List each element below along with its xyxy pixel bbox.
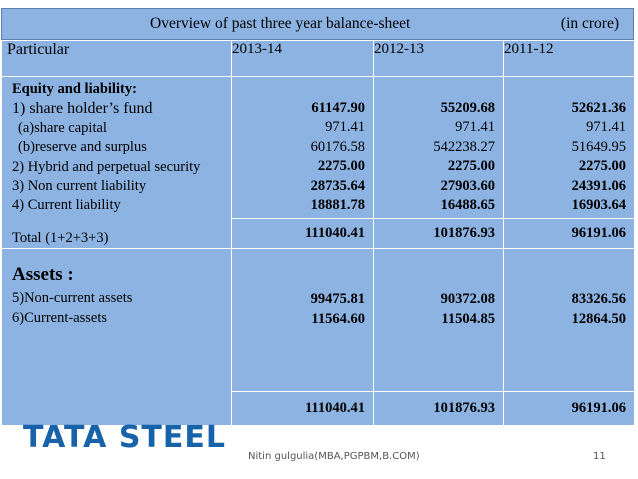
assets-label-non-current: 5)Non-current assets — [12, 290, 133, 307]
assets-labels-cell: Assets : 5)Non-current assets 6)Current-… — [1, 248, 232, 427]
column-header-2012-13: 2012-13 — [373, 40, 504, 77]
value-shareholders-fund: 61147.90 — [311, 100, 365, 116]
balance-sheet-table: Particular 2013-14 2012-13 2011-12 Equit… — [1, 40, 635, 427]
author-credit: Nitin gulgulia(MBA,PGPBM,B.COM) — [248, 451, 420, 462]
assets-label-current: 6)Current-assets — [12, 309, 108, 326]
header-row: Particular 2013-14 2012-13 2011-12 — [1, 40, 635, 77]
value-reserve-surplus: 542238.27 — [433, 138, 495, 155]
value-non-current-assets: 83326.56 — [571, 291, 626, 308]
assets-values-2013-14: 99475.81 11564.60 — [231, 248, 374, 393]
equity-values-2012-13: 55209.68 971.41 542238.27 2275.00 27903.… — [373, 76, 504, 219]
value-reserve-surplus: 60176.58 — [310, 138, 365, 155]
column-header-particular: Particular — [1, 40, 232, 77]
equity-label-share-capital: (a)share capital — [18, 119, 107, 136]
equity-label-hybrid-security: 2) Hybrid and perpetual security — [12, 158, 201, 175]
value-hybrid-security: 2275.00 — [447, 158, 495, 175]
equity-row: Equity and liability: 1) share holder’s … — [1, 75, 635, 250]
equity-values-2013-14: 61147.90 971.41 60176.58 2275.00 28735.6… — [231, 76, 374, 219]
value-share-capital: 971.41 — [586, 119, 626, 136]
assets-total-2011-12: 96191.06 — [503, 391, 635, 427]
assets-values-2012-13: 90372.08 11504.85 — [373, 248, 504, 393]
value-non-current-liability: 24391.06 — [571, 177, 626, 194]
value-hybrid-security: 2275.00 — [317, 158, 365, 175]
value-current-assets: 11504.85 — [441, 310, 495, 327]
page-number: 11 — [593, 451, 606, 462]
assets-total-row: 111040.41 101876.93 96191.06 — [2, 391, 635, 427]
equity-labels-cell: Equity and liability: 1) share holder’s … — [1, 75, 232, 250]
equity-label-non-current-liability: 3) Non current liability — [12, 178, 147, 195]
value-current-liability: 18881.78 — [310, 197, 365, 214]
equity-label-current-liability: 4) Current liability — [12, 197, 121, 214]
equity-total-2012-13: 101876.93 — [373, 217, 504, 250]
value-current-liability: 16903.64 — [571, 197, 626, 214]
assets-row: Assets : 5)Non-current assets 6)Current-… — [1, 248, 635, 427]
value-non-current-assets: 90372.08 — [440, 291, 495, 308]
tata-steel-logo: TATA STEEL — [23, 420, 226, 455]
assets-heading: Assets : — [12, 264, 74, 286]
value-non-current-liability: 28735.64 — [310, 177, 365, 194]
assets-values-2011-12: 83326.56 12864.50 — [503, 248, 635, 393]
value-current-liability: 16488.65 — [440, 197, 495, 214]
equity-label-reserve-surplus: (b)reserve and surplus — [18, 139, 147, 156]
value-shareholders-fund: 52621.36 — [571, 100, 626, 116]
equity-label-shareholders-fund: 1) share holder’s fund — [12, 100, 153, 118]
assets-total-2013-14: 111040.41 — [231, 391, 374, 427]
value-shareholders-fund: 55209.68 — [440, 100, 495, 116]
value-non-current-liability: 27903.60 — [440, 177, 495, 194]
column-header-2013-14: 2013-14 — [231, 40, 374, 77]
value-share-capital: 971.41 — [325, 119, 365, 136]
equity-total-2013-14: 111040.41 — [231, 217, 374, 250]
equity-total-label: Total (1+2+3+3) — [12, 229, 109, 246]
title-bar: Overview of past three year balance-shee… — [1, 8, 634, 40]
value-hybrid-security: 2275.00 — [578, 158, 626, 175]
value-non-current-assets: 99475.81 — [310, 291, 365, 308]
unit-label: (in crore) — [560, 15, 619, 32]
value-share-capital: 971.41 — [455, 119, 495, 136]
column-header-2011-12: 2011-12 — [503, 40, 635, 77]
value-current-assets: 11564.60 — [311, 310, 365, 327]
value-reserve-surplus: 51649.95 — [571, 138, 626, 155]
value-current-assets: 12864.50 — [571, 310, 626, 327]
slide-title: Overview of past three year balance-shee… — [150, 15, 411, 32]
equity-total-2011-12: 96191.06 — [503, 217, 635, 250]
equity-values-2011-12: 52621.36 971.41 51649.95 2275.00 24391.0… — [503, 76, 635, 219]
assets-total-2012-13: 101876.93 — [373, 391, 504, 427]
equity-total-row: 111040.41 101876.93 96191.06 — [2, 217, 635, 250]
equity-heading: Equity and liability: — [12, 81, 137, 97]
